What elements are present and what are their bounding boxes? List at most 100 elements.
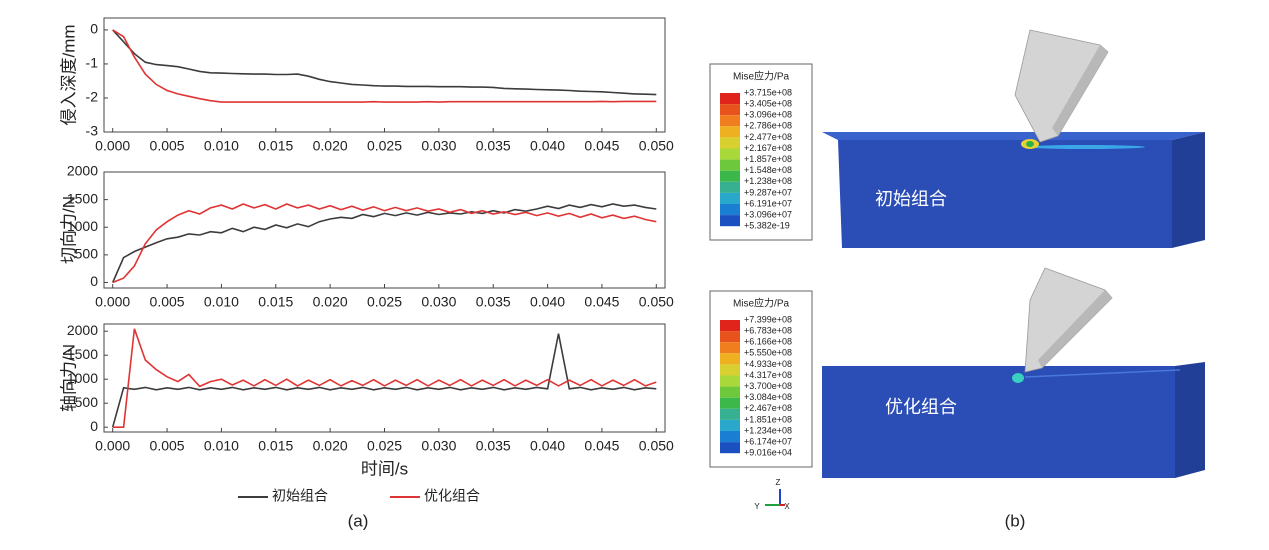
contour-label: +6.174e+07 [744, 436, 792, 446]
contour-swatch [720, 442, 740, 454]
contour-label: +1.548e+08 [744, 165, 792, 175]
contour-label: +7.399e+08 [744, 314, 792, 324]
x-tick-label: 0.050 [639, 138, 674, 154]
contour-swatch [720, 320, 740, 332]
y-tick-label: -1 [86, 55, 99, 71]
x-tick-label: 0.035 [476, 138, 511, 154]
x-tick-label: 0.005 [150, 438, 185, 454]
data-line [112, 203, 657, 284]
y-tick-label: 0 [90, 273, 98, 289]
y-tick-label: 500 [75, 394, 99, 410]
simulation-view [822, 267, 1205, 478]
y-tick-label: 0 [90, 418, 98, 434]
data-line [112, 29, 657, 103]
contour-label: +4.933e+08 [744, 359, 792, 369]
contour-swatch [720, 159, 740, 171]
contour-swatch [720, 353, 740, 365]
x-tick-label: 0.010 [204, 294, 239, 310]
contour-swatch [720, 204, 740, 216]
x-tick-label: 0.025 [367, 294, 402, 310]
contour-label: +1.851e+08 [744, 414, 792, 424]
contour-label: +1.238e+08 [744, 176, 792, 186]
x-tick-label: 0.020 [313, 138, 348, 154]
contour-swatch [720, 331, 740, 343]
contour-label: +3.096e+08 [744, 110, 792, 120]
contour-label: +5.382e-19 [744, 221, 790, 231]
contour-swatch [720, 126, 740, 138]
data-line [112, 328, 657, 429]
legend-title: Mise应力/Pa [733, 70, 790, 83]
x-tick-label: 0.010 [204, 138, 239, 154]
plot-frame [103, 171, 666, 289]
x-tick-label: 0.030 [421, 294, 456, 310]
contour-label: +3.700e+08 [744, 381, 792, 391]
contour-swatch [720, 408, 740, 420]
x-tick-label: 0.020 [313, 438, 348, 454]
y-axis-label: 切向力/N [59, 196, 78, 264]
view-label: 优化组合 [885, 397, 957, 417]
contour-label: +6.166e+08 [744, 337, 792, 347]
triad-label: Y [754, 502, 760, 511]
contour-label: +2.467e+08 [744, 403, 792, 413]
y-tick-label: 1000 [67, 370, 98, 386]
x-tick-label: 0.005 [150, 294, 185, 310]
contour-swatch [720, 148, 740, 160]
legend-label: 初始组合 [272, 488, 328, 504]
simulation-view [822, 29, 1205, 248]
x-tick-label: 0.000 [95, 294, 130, 310]
contour-swatch [720, 115, 740, 127]
x-tick-label: 0.000 [95, 138, 130, 154]
x-tick-label: 0.000 [95, 438, 130, 454]
contour-label: +3.715e+08 [744, 87, 792, 97]
x-tick-label: 0.035 [476, 294, 511, 310]
x-tick-label: 0.050 [639, 294, 674, 310]
contour-swatch [720, 215, 740, 227]
contour-label: +3.096e+07 [744, 209, 792, 219]
contour-label: +9.287e+07 [744, 187, 792, 197]
caption: (a) [348, 511, 369, 530]
x-tick-label: 0.040 [530, 294, 565, 310]
contour-label: +6.783e+08 [744, 325, 792, 335]
contour-swatch [720, 375, 740, 387]
y-tick-label: -3 [86, 123, 99, 139]
contour-label: +3.084e+08 [744, 392, 792, 402]
x-tick-label: 0.045 [584, 438, 619, 454]
x-tick-label: 0.010 [204, 438, 239, 454]
x-tick-label: 0.015 [258, 138, 293, 154]
x-tick-label: 0.035 [476, 438, 511, 454]
x-tick-label: 0.030 [421, 138, 456, 154]
y-tick-label: 500 [75, 246, 99, 262]
contour-swatch [720, 170, 740, 182]
data-line [111, 203, 657, 283]
axis-triad [765, 489, 785, 506]
x-axis-label: 时间/s [361, 459, 408, 478]
plot-frame [103, 17, 666, 133]
contour-label: +4.317e+08 [744, 370, 792, 380]
y-tick-label: 2000 [67, 322, 98, 338]
view-label: 初始组合 [875, 189, 947, 209]
x-tick-label: 0.015 [258, 294, 293, 310]
x-tick-label: 0.030 [421, 438, 456, 454]
x-tick-label: 0.015 [258, 438, 293, 454]
contour-label: +1.234e+08 [744, 425, 792, 435]
contour-label: +5.550e+08 [744, 348, 792, 358]
contour-swatch [720, 93, 740, 105]
x-tick-label: 0.020 [313, 294, 348, 310]
y-axis-label: 轴向力/N [59, 344, 78, 412]
x-tick-label: 0.005 [150, 138, 185, 154]
contour-label: +2.786e+08 [744, 121, 792, 131]
contour-label: +9.016e+04 [744, 448, 792, 458]
contour-swatch [720, 431, 740, 443]
contour-label: +2.477e+08 [744, 132, 792, 142]
y-tick-label: 1500 [67, 190, 98, 206]
y-axis-label: 侵入深度/mm [59, 24, 78, 125]
y-tick-label: 0 [90, 21, 98, 37]
contour-swatch [720, 342, 740, 354]
contour-swatch [720, 104, 740, 116]
contour-swatch [720, 419, 740, 431]
contour-swatch [720, 137, 740, 149]
contour-label: +1.857e+08 [744, 154, 792, 164]
x-tick-label: 0.040 [530, 138, 565, 154]
data-line [111, 333, 657, 428]
